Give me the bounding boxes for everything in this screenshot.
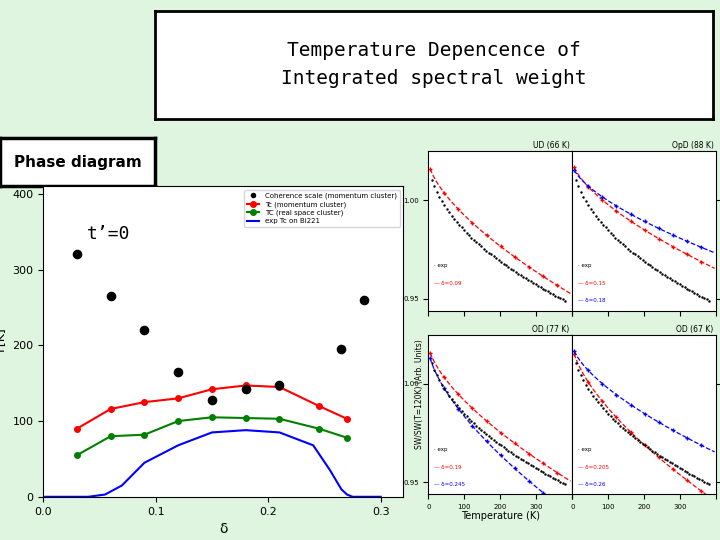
Text: — δ=0.205: — δ=0.205 — [578, 464, 609, 469]
Point — [274, 380, 285, 389]
Text: OD (77 K): OD (77 K) — [532, 325, 570, 334]
X-axis label: δ: δ — [219, 522, 228, 536]
Text: Temperature Depencence of
Integrated spectral weight: Temperature Depencence of Integrated spe… — [281, 41, 587, 89]
Text: · exp: · exp — [434, 264, 448, 268]
Text: — δ=0.15: — δ=0.15 — [578, 281, 606, 286]
Point — [71, 250, 83, 259]
Point — [336, 345, 347, 354]
Point — [358, 295, 369, 304]
Text: UD (66 K): UD (66 K) — [533, 141, 570, 151]
Point — [105, 292, 117, 300]
Point — [240, 385, 251, 394]
Point — [139, 326, 150, 334]
Y-axis label: T[K]: T[K] — [0, 329, 6, 354]
Text: Phase diagram: Phase diagram — [14, 154, 141, 170]
Text: · exp: · exp — [578, 264, 592, 268]
Text: OD (67 K): OD (67 K) — [676, 325, 714, 334]
Text: SW/SW(T=120K) (Arb. Units): SW/SW(T=120K) (Arb. Units) — [415, 339, 423, 449]
Text: — δ=0.09: — δ=0.09 — [434, 281, 462, 286]
Text: t’=0: t’=0 — [86, 225, 130, 243]
Text: Temperature (K): Temperature (K) — [461, 511, 540, 521]
Text: — δ=0.18: — δ=0.18 — [578, 299, 606, 303]
Point — [206, 395, 217, 404]
Text: — δ=0.26: — δ=0.26 — [578, 482, 606, 487]
Text: — δ=0.19: — δ=0.19 — [434, 464, 462, 469]
Text: OpD (88 K): OpD (88 K) — [672, 141, 714, 151]
Text: · exp: · exp — [578, 447, 592, 452]
Legend: Coherence scale (momentum cluster), Tc (momentum cluster), TC (real space cluste: Coherence scale (momentum cluster), Tc (… — [244, 190, 400, 227]
Text: · exp: · exp — [434, 447, 448, 452]
Point — [173, 368, 184, 376]
Text: — δ=0.245: — δ=0.245 — [434, 482, 465, 487]
